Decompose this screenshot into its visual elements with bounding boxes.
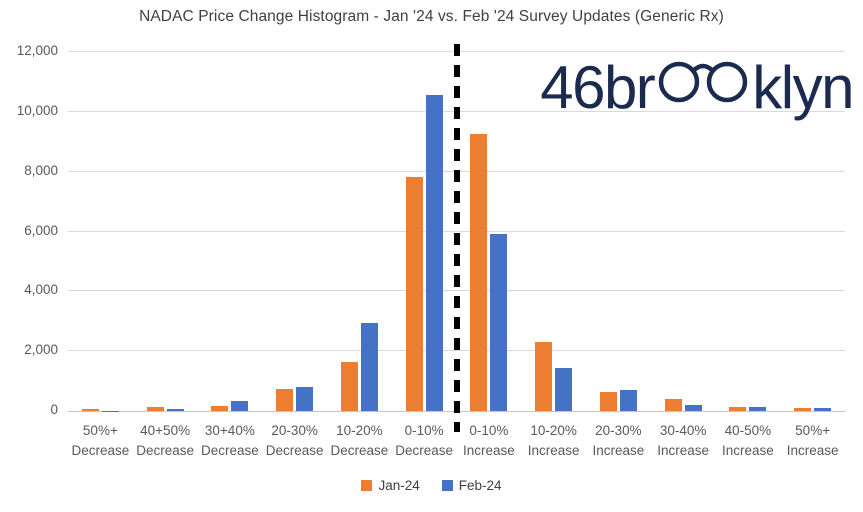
x-tick-label-line: Increase bbox=[527, 443, 580, 458]
bar-feb-24 bbox=[555, 368, 573, 411]
bar-feb-24 bbox=[814, 407, 832, 411]
glasses-icon bbox=[655, 54, 751, 112]
bar-jan-24 bbox=[276, 388, 294, 411]
x-tick-label-line: 0-10% bbox=[404, 423, 444, 438]
x-tick-label-line: 40-50% bbox=[724, 423, 772, 438]
legend-swatch bbox=[441, 480, 453, 491]
chart-title: NADAC Price Change Histogram - Jan '24 v… bbox=[139, 8, 724, 25]
x-tick-label: 40-50% Increase bbox=[716, 421, 781, 461]
bar-group bbox=[521, 52, 586, 411]
y-tick-label: 8,000 bbox=[24, 162, 58, 178]
bar-feb-24 bbox=[360, 323, 378, 411]
x-tick-label: 0-10% Increase bbox=[457, 421, 522, 461]
x-tick-label: 30-40% Increase bbox=[651, 421, 716, 461]
x-tick-label-line: 40+50% bbox=[140, 423, 191, 438]
bar-feb-24 bbox=[101, 410, 119, 411]
x-tick-label: 10-20% Increase bbox=[521, 421, 586, 461]
x-tick-label: 50%+ Increase bbox=[780, 421, 845, 461]
bar-feb-24 bbox=[231, 400, 249, 411]
y-axis-labels: 0 2,000 4,000 6,000 8,000 10,000 12,000 bbox=[0, 43, 58, 417]
x-tick-label: 30+40% Decrease bbox=[198, 421, 263, 461]
x-tick-label-line: 10-20% bbox=[530, 423, 577, 438]
y-tick-label: 4,000 bbox=[24, 282, 58, 298]
x-tick-label-line: 50%+ bbox=[82, 423, 118, 438]
x-tick-label-line: 0-10% bbox=[469, 423, 509, 438]
bar-group bbox=[651, 52, 716, 411]
x-tick-label: 40+50% Decrease bbox=[133, 421, 198, 461]
x-tick-label-line: Decrease bbox=[136, 443, 195, 458]
legend-label: Jan-24 bbox=[378, 478, 420, 493]
bar-jan-24 bbox=[211, 405, 229, 411]
bar-group bbox=[262, 52, 327, 411]
x-tick-label-line: 20-30% bbox=[595, 423, 642, 438]
y-tick-label: 0 bbox=[50, 402, 58, 417]
x-tick-label-line: Increase bbox=[721, 443, 774, 458]
bar-jan-24 bbox=[729, 407, 747, 411]
x-tick-label-line: 30-40% bbox=[659, 423, 707, 438]
x-tick-label-line: Increase bbox=[657, 443, 710, 458]
bar-feb-24 bbox=[684, 405, 702, 411]
logo-text-prefix: 46br bbox=[540, 54, 656, 121]
bar-feb-24 bbox=[749, 406, 767, 411]
bar-jan-24 bbox=[340, 361, 358, 411]
bar-group bbox=[716, 52, 781, 411]
bar-feb-24 bbox=[619, 390, 637, 411]
x-tick-label: 10-20% Decrease bbox=[327, 421, 392, 461]
legend-swatch bbox=[361, 480, 373, 491]
legend: Jan-24 Feb-24 bbox=[0, 478, 863, 493]
bar-feb-24 bbox=[166, 409, 184, 411]
bar-group bbox=[780, 52, 845, 411]
x-tick-label-line: Decrease bbox=[265, 443, 324, 458]
x-tick-label: 20-30% Decrease bbox=[262, 421, 327, 461]
bar-feb-24 bbox=[490, 233, 508, 411]
bar-jan-24 bbox=[146, 406, 164, 411]
y-tick-label: 2,000 bbox=[24, 342, 58, 358]
x-axis-labels: 50%+ Decrease 40+50% Decrease 30+40% Decrease… bbox=[68, 421, 845, 461]
x-tick-label-line: 50%+ bbox=[795, 423, 831, 438]
y-tick-label: 12,000 bbox=[16, 43, 58, 58]
bar-group bbox=[198, 52, 263, 411]
bar-jan-24 bbox=[664, 399, 682, 411]
legend-item-jan-24: Jan-24 bbox=[361, 478, 420, 493]
x-tick-label-line: Decrease bbox=[330, 443, 389, 458]
y-tick-label: 6,000 bbox=[24, 222, 58, 238]
bar-jan-24 bbox=[405, 177, 423, 411]
x-tick-label-line: Decrease bbox=[200, 443, 259, 458]
x-tick-label: 50%+ Decrease bbox=[68, 421, 133, 461]
brand-logo: 46br klyn bbox=[540, 54, 854, 121]
legend-item-feb-24: Feb-24 bbox=[441, 478, 502, 493]
bar-feb-24 bbox=[425, 95, 443, 411]
bar-group bbox=[392, 52, 457, 411]
bar-jan-24 bbox=[470, 133, 488, 411]
decrease-increase-divider-line bbox=[453, 44, 460, 432]
x-tick-label-line: Decrease bbox=[395, 443, 454, 458]
x-tick-label-line: 30+40% bbox=[204, 423, 255, 438]
bar-jan-24 bbox=[599, 392, 617, 411]
bar-groups bbox=[68, 52, 845, 411]
bar-group bbox=[68, 52, 133, 411]
x-tick-label-line: Increase bbox=[462, 443, 515, 458]
y-tick-label: 10,000 bbox=[16, 102, 58, 118]
bar-jan-24 bbox=[535, 341, 553, 411]
bar-group bbox=[133, 52, 198, 411]
x-tick-label-line: Increase bbox=[592, 443, 645, 458]
x-tick-label-line: Decrease bbox=[71, 443, 130, 458]
plot-area bbox=[68, 44, 845, 432]
logo-text-suffix: klyn bbox=[752, 54, 854, 121]
x-tick-label-line: Increase bbox=[786, 443, 839, 458]
bar-group bbox=[327, 52, 392, 411]
x-tick-label-line: 10-20% bbox=[336, 423, 383, 438]
bar-jan-24 bbox=[81, 408, 99, 411]
bar-group bbox=[457, 52, 522, 411]
bar-group bbox=[586, 52, 651, 411]
x-tick-label-line: 20-30% bbox=[271, 423, 318, 438]
x-tick-label: 0-10% Decrease bbox=[392, 421, 457, 461]
bar-feb-24 bbox=[296, 386, 314, 411]
legend-label: Feb-24 bbox=[458, 478, 502, 493]
x-tick-label: 20-30% Increase bbox=[586, 421, 651, 461]
bar-jan-24 bbox=[794, 408, 812, 411]
